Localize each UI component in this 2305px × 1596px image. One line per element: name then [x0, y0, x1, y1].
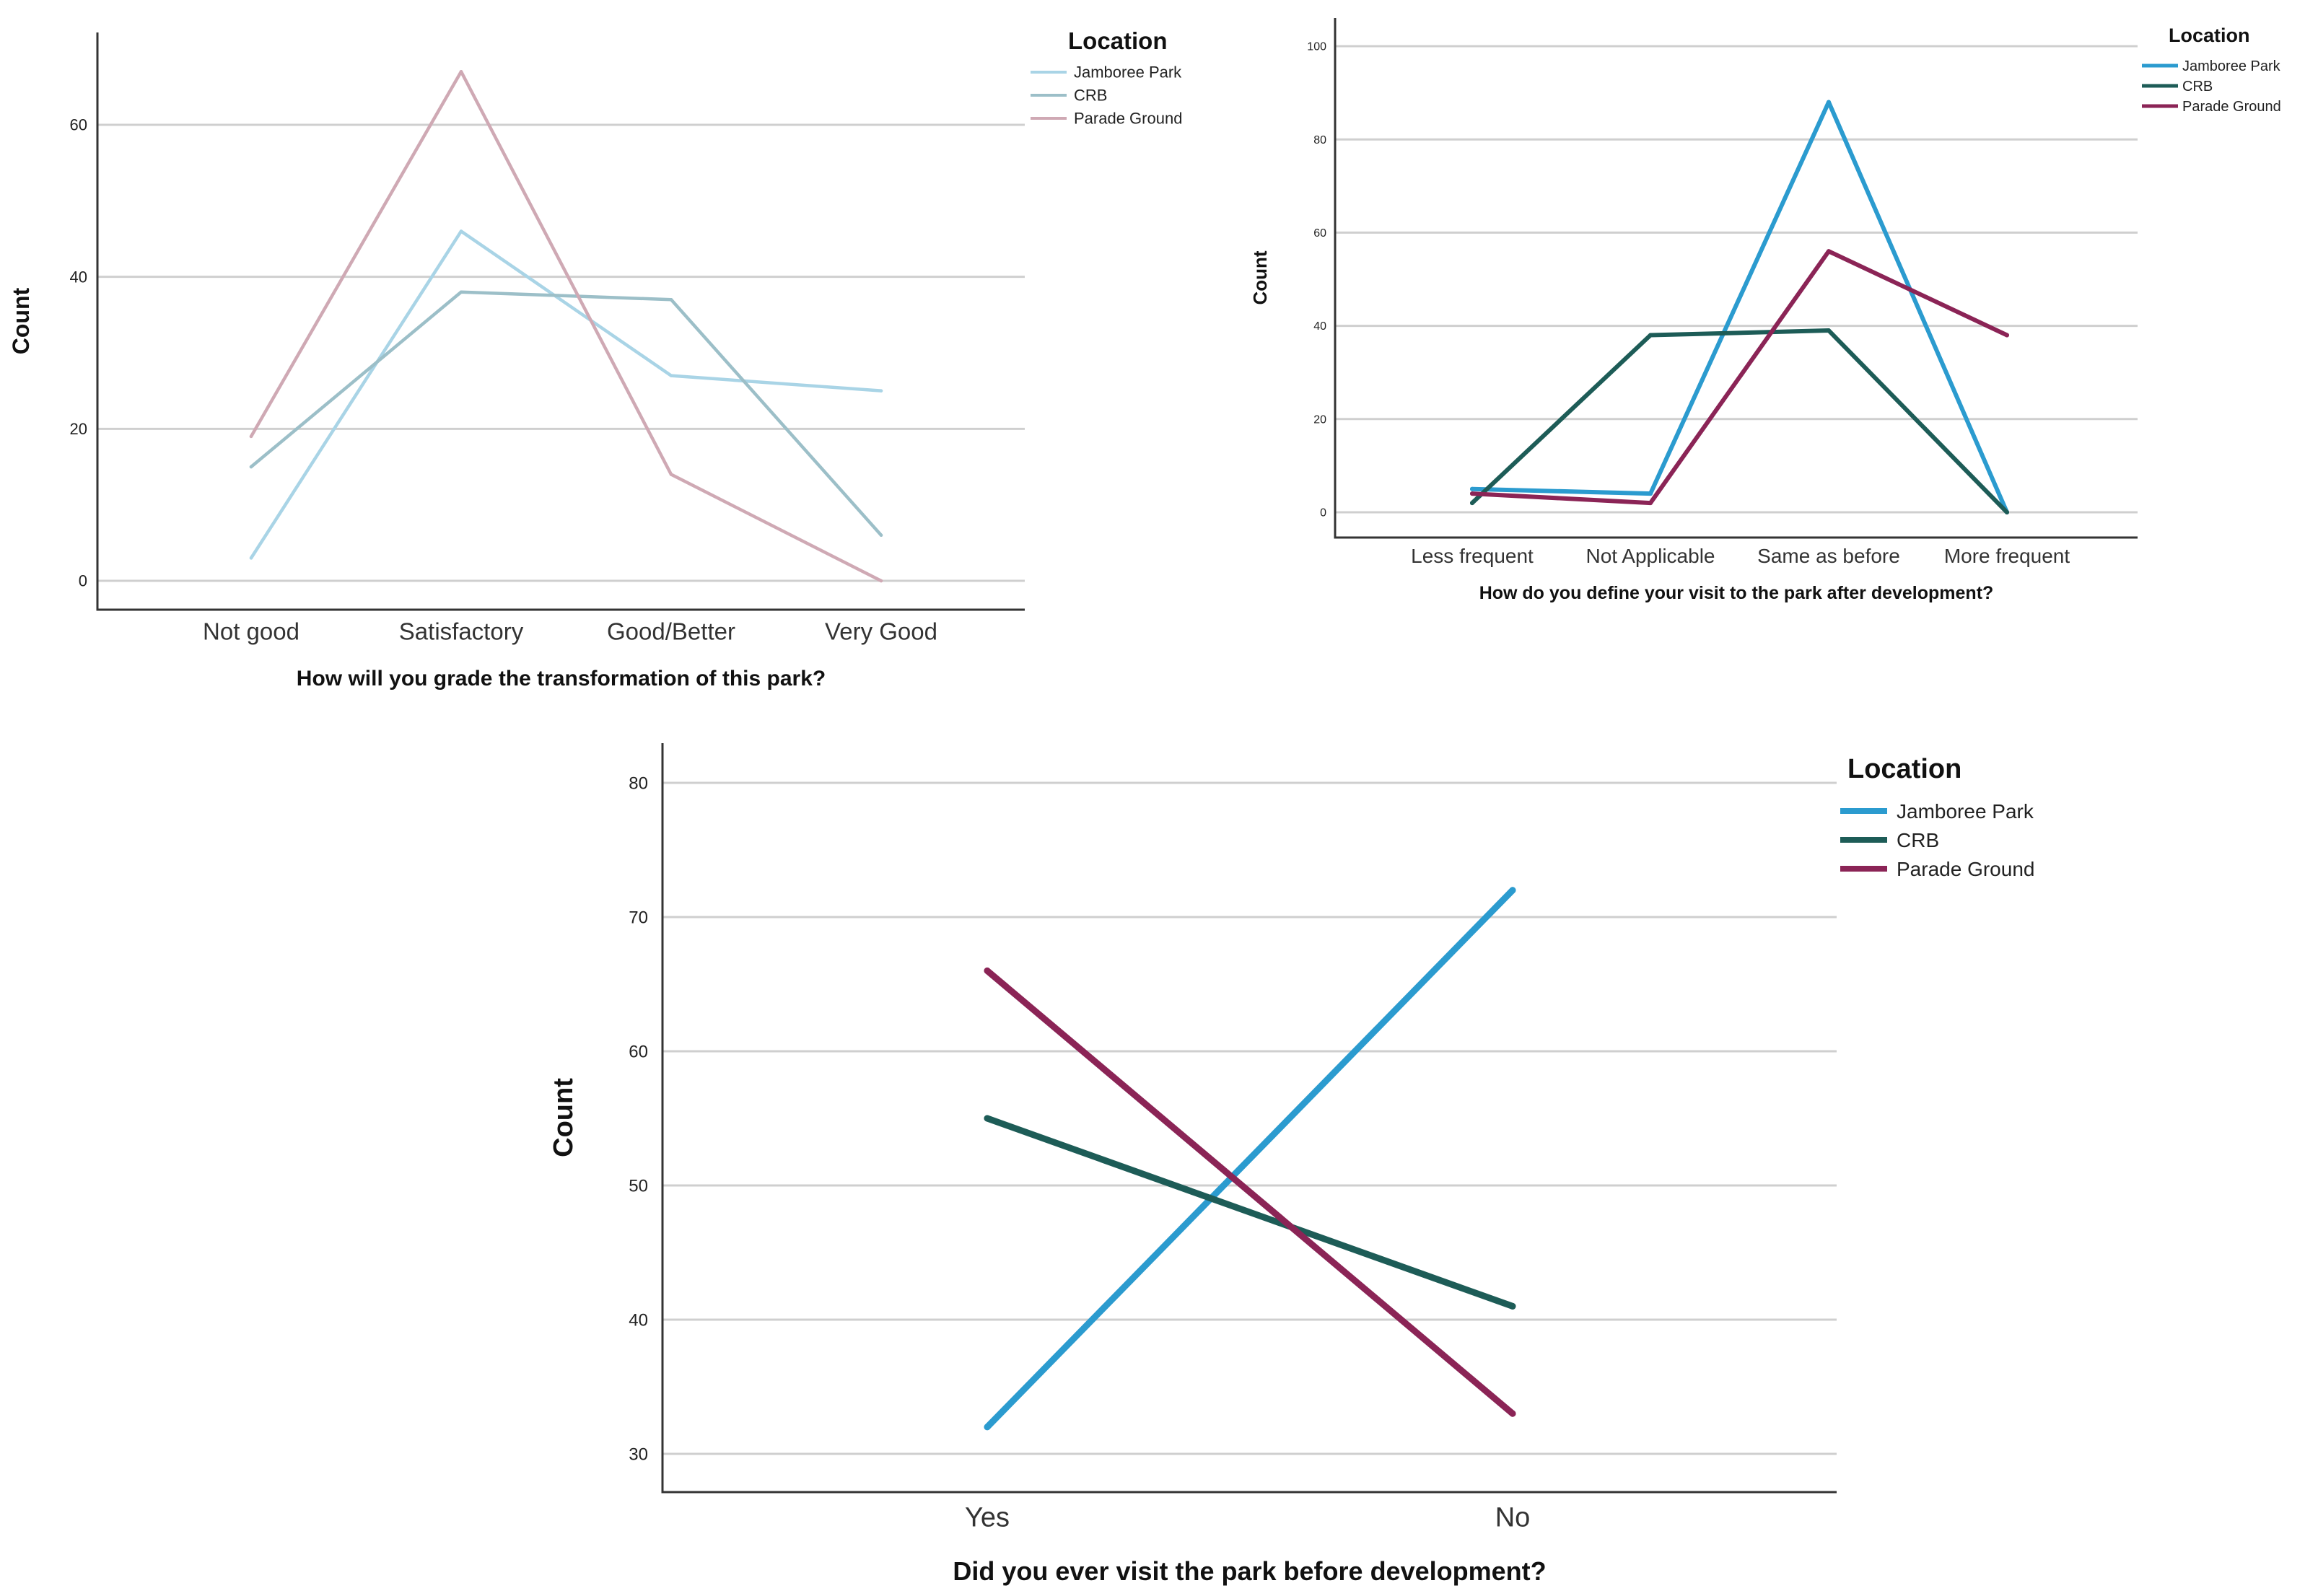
c1-y-tick-label-40: 40 — [70, 268, 87, 286]
c3-legend-label-crb: CRB — [1897, 829, 1939, 851]
c1-legend-label-crb: CRB — [1074, 87, 1107, 105]
c2-x-tick-label-more-frequent: More frequent — [1944, 545, 2070, 567]
c2-x-axis-title: How do you define your visit to the park… — [1479, 583, 1994, 603]
c2-x-tick-label-same-as-before: Same as before — [1757, 545, 1900, 567]
c3-y-axis-title: Count — [548, 1078, 579, 1157]
c1-data-point-crb-not-good — [249, 465, 253, 469]
c2-legend-label-parade-ground: Parade Ground — [2182, 99, 2281, 115]
c2-y-tick-label-80: 80 — [1313, 134, 1326, 146]
c1-y-tick-label-0: 0 — [79, 572, 87, 590]
c1-data-point-jamboree-park-satisfactory — [459, 229, 463, 233]
c3-y-tick-label-30: 30 — [629, 1444, 648, 1464]
c1-data-point-crb-good-better — [669, 298, 673, 302]
c2-series-line-jamboree-park — [1470, 100, 2009, 514]
c2-data-point-parade-ground-not-applicable — [1648, 501, 1653, 506]
c3-data-point-parade-ground-yes — [984, 967, 991, 974]
c2-x-tick-label-less-frequent: Less frequent — [1411, 545, 1534, 567]
c2-data-point-crb-same-as-before — [1827, 328, 1831, 333]
c3-data-point-crb-yes — [984, 1115, 991, 1122]
c3-series-line-parade-ground — [984, 967, 1516, 1417]
c1-x-tick-label-not-good: Not good — [203, 618, 299, 644]
c1-data-point-parade-ground-satisfactory — [459, 70, 463, 74]
c2-data-point-crb-less-frequent — [1470, 501, 1474, 506]
c1-data-point-parade-ground-good-better — [669, 473, 673, 476]
chart-visit-after-development: 0 20 40 60 80 100 Less frequent Not Applicable S… — [1249, 18, 2281, 603]
c3-y-tick-label-60: 60 — [629, 1042, 648, 1061]
c2-y-tick-label-100: 100 — [1307, 41, 1326, 53]
c3-x-tick-label-no: No — [1495, 1503, 1531, 1533]
c1-data-point-crb-very-good — [879, 533, 883, 538]
c1-data-point-parade-ground-not-good — [249, 434, 253, 439]
c3-x-tick-label-yes: Yes — [965, 1503, 1010, 1533]
c1-data-point-jamboree-park-very-good — [879, 389, 883, 393]
c3-series-line-crb — [984, 1115, 1516, 1310]
c3-data-point-jamboree-park-no — [1509, 887, 1516, 894]
c2-legend-label-crb: CRB — [2182, 79, 2213, 95]
c1-legend-title: Location — [1068, 27, 1168, 54]
c1-data-point-jamboree-park-not-good — [249, 556, 253, 560]
c2-series-line-crb — [1470, 328, 2009, 514]
c1-data-point-crb-satisfactory — [459, 290, 463, 294]
c1-series-line-crb — [249, 290, 883, 538]
chart-park-transformation-grade: 0 20 40 60 Not good Satisfactory Good/Better Ve… — [8, 27, 1182, 690]
c3-legend-label-parade-ground: Parade Ground — [1897, 858, 2034, 880]
c1-y-tick-label-60: 60 — [70, 116, 87, 134]
c2-data-point-crb-more-frequent — [2005, 510, 2009, 514]
c3-x-axis-title: Did you ever visit the park before devel… — [953, 1556, 1546, 1586]
c1-data-point-parade-ground-very-good — [879, 579, 883, 583]
c2-y-tick-label-60: 60 — [1313, 227, 1326, 240]
c2-data-point-parade-ground-less-frequent — [1470, 491, 1474, 496]
c2-data-point-jamboree-park-not-applicable — [1648, 491, 1653, 496]
c2-y-tick-label-20: 20 — [1313, 413, 1326, 426]
c2-y-tick-label-0: 0 — [1320, 507, 1326, 519]
c3-y-tick-label-80: 80 — [629, 773, 648, 793]
c3-legend-title: Location — [1847, 754, 1961, 784]
c2-data-point-crb-not-applicable — [1648, 333, 1653, 338]
c3-legend-label-jamboree-park: Jamboree Park — [1897, 800, 2034, 823]
c1-legend-label-jamboree-park: Jamboree Park — [1074, 63, 1182, 82]
c2-data-point-jamboree-park-less-frequent — [1470, 486, 1474, 491]
c2-series-line-parade-ground — [1470, 249, 2009, 506]
c1-data-point-jamboree-park-good-better — [669, 374, 673, 377]
c3-series-line-jamboree-park — [984, 887, 1516, 1431]
c3-y-tick-label-70: 70 — [629, 908, 648, 927]
c3-data-point-jamboree-park-yes — [984, 1424, 991, 1431]
c2-legend-label-jamboree-park: Jamboree Park — [2182, 58, 2281, 74]
c1-x-tick-label-good-better: Good/Better — [607, 618, 735, 644]
c1-axes — [96, 32, 1025, 611]
c3-y-tick-label-50: 50 — [629, 1176, 648, 1196]
c3-data-point-parade-ground-no — [1509, 1410, 1516, 1417]
c1-x-axis-title: How will you grade the transformation of… — [297, 667, 826, 690]
c2-legend-title: Location — [2169, 25, 2250, 46]
c3-y-tick-label-40: 40 — [629, 1310, 648, 1330]
c3-data-point-crb-no — [1509, 1302, 1516, 1310]
c2-data-point-parade-ground-same-as-before — [1827, 249, 1831, 254]
c1-x-tick-label-very-good: Very Good — [825, 618, 937, 644]
c1-series-line-jamboree-park — [249, 229, 883, 560]
chart-visited-before-development: 30 40 50 60 70 80 Yes No Did you ever visit the … — [548, 743, 2034, 1586]
c2-y-tick-label-40: 40 — [1313, 320, 1326, 333]
c1-series-line-parade-ground — [249, 70, 883, 583]
c1-x-tick-label-satisfactory: Satisfactory — [399, 618, 524, 644]
c2-data-point-parade-ground-more-frequent — [2005, 333, 2009, 338]
c2-x-tick-label-not-applicable: Not Applicable — [1585, 545, 1715, 567]
c2-y-axis-title: Count — [1249, 250, 1271, 304]
c1-legend-label-parade-ground: Parade Ground — [1074, 110, 1182, 128]
c1-y-tick-label-20: 20 — [70, 420, 87, 438]
c3-axes — [661, 743, 1837, 1494]
c1-y-axis-title: Count — [8, 287, 34, 354]
c2-data-point-jamboree-park-same-as-before — [1827, 100, 1831, 105]
c2-axes — [1334, 18, 2138, 539]
